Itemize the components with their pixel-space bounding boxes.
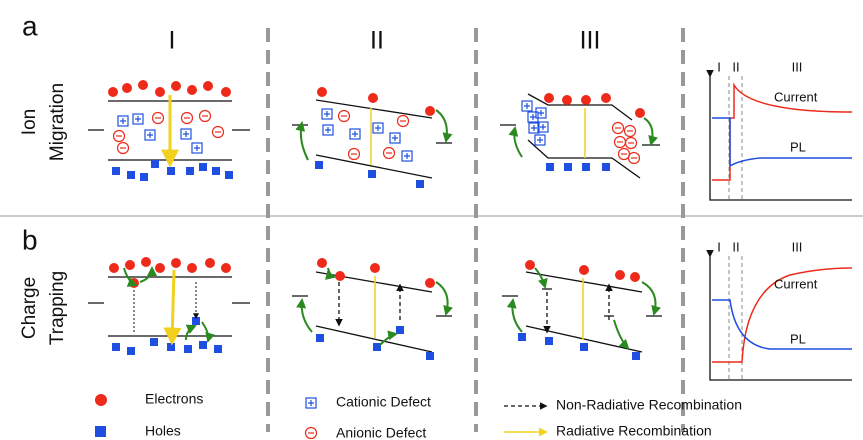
row-label: Trapping xyxy=(47,271,68,345)
panel-label: a xyxy=(22,10,38,41)
curve-label: Current xyxy=(774,89,818,104)
legend-label: Radiative Recombination xyxy=(556,423,712,439)
band-diagram xyxy=(292,87,452,188)
holes xyxy=(112,160,233,181)
band-diagram xyxy=(292,258,452,360)
phase-divider xyxy=(729,76,742,200)
schematic-plot: I II III Current PL xyxy=(710,239,852,380)
phase-label: I xyxy=(717,59,721,74)
green-arrow xyxy=(301,123,308,160)
phase-label: III xyxy=(792,59,803,74)
row-label: Ion xyxy=(19,109,40,135)
electrons xyxy=(108,80,231,97)
legend-label: Cationic Defect xyxy=(336,394,431,410)
phase-label: III xyxy=(792,239,803,254)
band-diagram xyxy=(500,93,660,178)
pl-curve xyxy=(712,300,852,349)
band-diagram xyxy=(88,80,250,181)
legend-swatch xyxy=(306,398,316,408)
column-header: III xyxy=(580,27,601,55)
legend-label: Anionic Defect xyxy=(336,425,426,440)
phase-label: II xyxy=(732,59,739,74)
schematic-plot: I II III Current PL xyxy=(710,59,852,200)
legend-label: Non-Radiative Recombination xyxy=(556,397,742,413)
curve-label: PL xyxy=(790,139,806,154)
curve-label: Current xyxy=(774,276,818,291)
legend-swatch xyxy=(95,394,107,406)
legend-swatch xyxy=(306,428,317,439)
figure: a b I II III Ion Migration Charge Trappi… xyxy=(0,0,863,440)
pl-curve xyxy=(712,118,852,166)
panel-label: b xyxy=(22,224,38,255)
phase-label: I xyxy=(717,239,721,254)
column-header: II xyxy=(370,27,384,55)
legend-swatch xyxy=(95,426,106,437)
row-label: Charge xyxy=(19,277,40,339)
band-diagram xyxy=(502,260,662,360)
phase-label: II xyxy=(732,239,739,254)
column-header: I xyxy=(169,27,176,55)
band-diagram xyxy=(88,257,250,355)
legend-label: Electrons xyxy=(145,391,203,407)
legend-label: Holes xyxy=(145,423,181,439)
green-arrow xyxy=(436,110,447,141)
curve-label: PL xyxy=(790,331,806,346)
legend: Electrons Holes Cationic Defect Anionic … xyxy=(95,391,742,440)
row-label: Migration xyxy=(47,83,68,161)
